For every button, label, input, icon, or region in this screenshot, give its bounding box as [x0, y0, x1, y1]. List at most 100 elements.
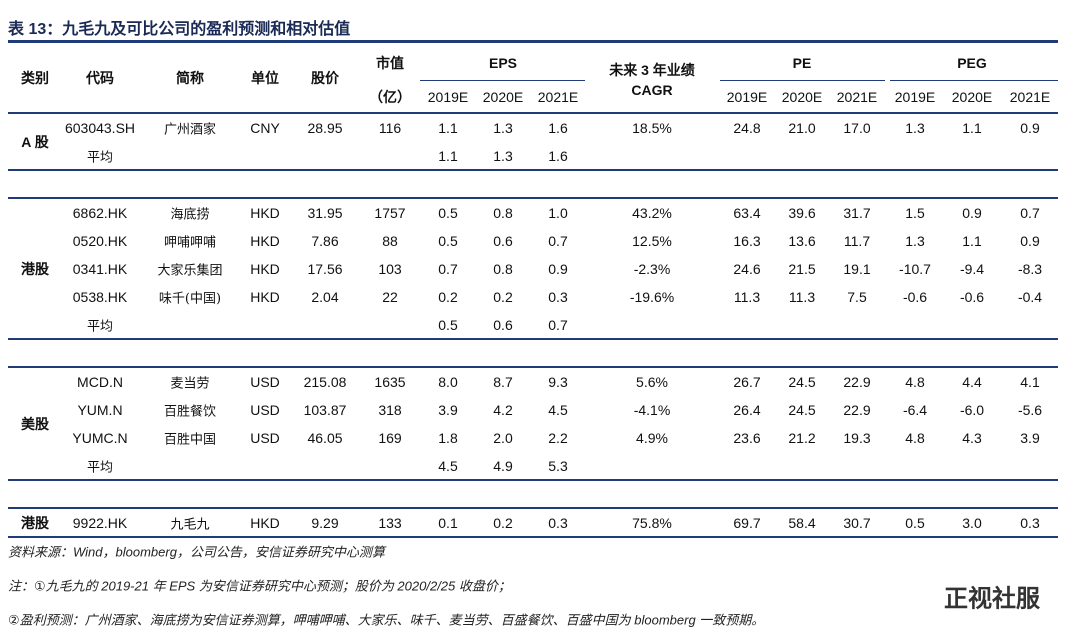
cell: HKD: [250, 515, 280, 531]
cell: 603043.SH: [64, 120, 136, 136]
header-year: 2019E: [726, 89, 768, 105]
cell: 318: [378, 402, 402, 418]
cell: 9.29: [311, 515, 339, 531]
cell: 1.1: [962, 233, 982, 249]
cell: 0.5: [905, 515, 925, 531]
cell: 0.1: [438, 515, 458, 531]
cell: YUMC.N: [72, 430, 128, 446]
cell: 63.4: [733, 205, 761, 221]
header-year: 2021E: [537, 89, 579, 105]
cell: 103: [378, 261, 402, 277]
cell: -2.3%: [633, 261, 671, 277]
cell: 0341.HK: [72, 261, 128, 277]
note: ②盈利预测：广州酒家、海底捞为安信证券测算，呷哺呷哺、大家乐、味千、麦当劳、百盛…: [8, 612, 765, 628]
cell: 4.9%: [636, 430, 668, 446]
cell: 味千(中国): [158, 291, 222, 307]
rule: [8, 366, 1058, 368]
rule: [8, 536, 1058, 538]
cell: 2.2: [548, 430, 568, 446]
cell: 19.1: [843, 261, 871, 277]
average-eps: 0.5: [438, 317, 458, 333]
header-cell: EPS: [488, 55, 518, 71]
cell: 103.87: [303, 402, 347, 418]
cell: 0.3: [1020, 515, 1040, 531]
cell: 31.7: [843, 205, 871, 221]
rule: [8, 507, 1058, 509]
cell: 26.7: [733, 374, 761, 390]
cell: HKD: [250, 289, 280, 305]
group-label: A 股: [21, 134, 49, 150]
group-label: 美股: [21, 416, 49, 432]
average-label: 平均: [86, 150, 114, 166]
header-cell: CAGR: [631, 82, 673, 98]
cell: 0538.HK: [72, 289, 128, 305]
average-label: 平均: [86, 460, 114, 476]
cell: HKD: [250, 261, 280, 277]
cell: 24.5: [788, 402, 816, 418]
cell: 17.0: [843, 120, 871, 136]
cell: 0.9: [962, 205, 982, 221]
cell: 43.2%: [632, 205, 672, 221]
cell: 28.95: [307, 120, 343, 136]
header-cell: PE: [792, 55, 812, 71]
average-eps: 1.3: [493, 148, 513, 164]
cell: 22.9: [843, 402, 871, 418]
cell: -6.0: [959, 402, 985, 418]
cell: 9922.HK: [72, 515, 128, 531]
cell: 30.7: [843, 515, 871, 531]
cell: 大家乐集团: [157, 263, 223, 279]
cell: 0.5: [438, 205, 458, 221]
rule: [8, 197, 1058, 199]
header-cell: 单位: [251, 70, 279, 86]
cell: 24.5: [788, 374, 816, 390]
cell: 1.3: [905, 233, 925, 249]
cell: 3.0: [962, 515, 982, 531]
average-eps: 1.6: [548, 148, 568, 164]
cell: -0.6: [902, 289, 928, 305]
header-year: 2021E: [836, 89, 878, 105]
cell: 4.3: [962, 430, 982, 446]
cell: 0.2: [493, 289, 513, 305]
cell: -10.7: [899, 261, 931, 277]
cell: 4.8: [905, 374, 925, 390]
cell: 0.8: [493, 205, 513, 221]
cell: 46.05: [307, 430, 343, 446]
average-eps: 0.7: [548, 317, 568, 333]
cell: HKD: [250, 205, 280, 221]
cell: 69.7: [733, 515, 761, 531]
cell: 4.8: [905, 430, 925, 446]
cell: 88: [382, 233, 398, 249]
average-label: 平均: [86, 319, 114, 335]
cell: USD: [250, 402, 280, 418]
table-title: 表 13：九毛九及可比公司的盈利预测和相对估值: [8, 21, 351, 38]
cell: 13.6: [788, 233, 816, 249]
cell: 23.6: [733, 430, 761, 446]
cell: 22.9: [843, 374, 871, 390]
cell: 3.9: [1020, 430, 1040, 446]
cell: 0.5: [438, 233, 458, 249]
cell: 39.6: [788, 205, 816, 221]
cell: 11.3: [733, 289, 761, 305]
cell: YUM.N: [77, 402, 123, 418]
rule: [420, 80, 585, 81]
cell: 0.6: [493, 233, 513, 249]
cell: -5.6: [1017, 402, 1043, 418]
cell: 19.3: [843, 430, 871, 446]
cell: 133: [378, 515, 402, 531]
cell: 8.0: [438, 374, 458, 390]
cell: 24.6: [733, 261, 761, 277]
cell: 2.04: [311, 289, 339, 305]
cell: 百胜餐饮: [163, 404, 217, 420]
cell: 7.5: [847, 289, 867, 305]
cell: 1635: [374, 374, 406, 390]
cell: 0.2: [438, 289, 458, 305]
cell: 九毛九: [170, 517, 210, 533]
average-eps: 1.1: [438, 148, 458, 164]
rule: [8, 112, 1058, 114]
cell: 0.7: [1020, 205, 1040, 221]
cell: 24.8: [733, 120, 761, 136]
cell: HKD: [250, 233, 280, 249]
cell: -8.3: [1017, 261, 1043, 277]
cell: 16.3: [733, 233, 761, 249]
